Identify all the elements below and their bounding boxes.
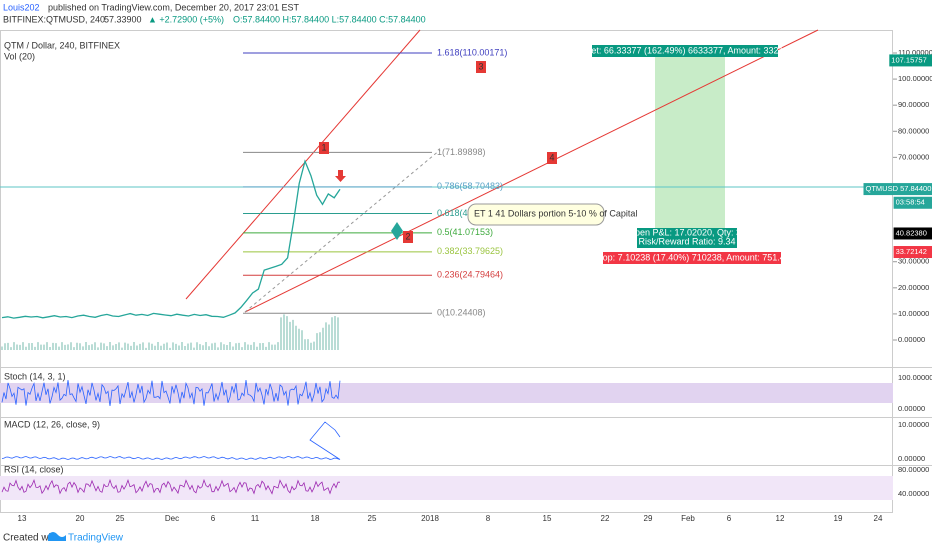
fib-label: 0.5(41.07153) [437,227,493,237]
time-label: 24 [874,514,883,523]
target-zone [655,52,725,232]
marker: 3 [478,61,483,71]
indicator-label: Stoch (14, 3, 1) [4,371,66,381]
change: ▲ +2.72900 (+5%) [148,14,224,24]
fib-label: 1(71.89898) [437,147,486,157]
price-box-label: 03:58:54 [896,198,925,207]
volume-label: Vol (20) [4,51,35,61]
author[interactable]: Louis202 [3,2,40,12]
price-box-label: QTMUSD 57.84400 [866,184,932,193]
ohlc: O:57.84400 H:57.84400 L:57.84400 C:57.84… [233,14,426,24]
time-label: 6 [727,514,732,523]
time-label: Feb [681,514,695,523]
time-label: 13 [18,514,27,523]
time-label: Dec [165,514,179,523]
marker: 4 [549,152,554,162]
published: published on TradingView.com, December 2… [48,2,299,12]
fib-label: 1.618(110.00171) [437,47,507,57]
y-tick-label: 10.00000 [898,309,929,318]
y-tick-label: 0.00000 [898,335,925,344]
time-label: 25 [116,514,125,523]
indicator-label: MACD (12, 26, close, 9) [4,419,100,429]
indicator-label: RSI (14, close) [4,464,64,474]
indicator-tick: 0.00000 [898,454,925,463]
time-label: 2018 [421,514,439,523]
stop-label: Stop: 7.10238 (17.40%) 710238, Amount: 7… [594,252,790,262]
y-tick-label: 20.00000 [898,283,929,292]
stoch-band [0,383,893,403]
time-label: 29 [644,514,653,523]
y-tick-label: 70.00000 [898,152,929,161]
time-label: 20 [76,514,85,523]
indicator-tick: 10.00000 [898,420,929,429]
chart-title: QTM / Dollar, 240, BITFINEX [4,40,120,50]
fib-label: 0.786(58.70483) [437,181,503,191]
indicator-tick: 100.00000 [898,373,932,382]
y-tick-label: 90.00000 [898,100,929,109]
time-label: 19 [834,514,843,523]
marker: 1 [321,142,326,152]
time-label: 12 [776,514,785,523]
fib-label: 0.236(24.79464) [437,270,503,280]
indicator-tick: 40.00000 [898,489,929,498]
time-label: 15 [543,514,552,523]
price-box-label: 33.72142 [896,247,927,256]
footer-brand[interactable]: TradingView [68,533,124,544]
target-label: Target: 66.33377 (162.49%) 6633377, Amou… [574,45,796,55]
y-tick-label: 100.00000 [898,74,932,83]
time-label: 18 [311,514,320,523]
price-box-label: 107.15757 [891,55,926,64]
last: 57.33900 [104,14,142,24]
indicator-tick: 0.00000 [898,404,925,413]
time-label: 6 [211,514,216,523]
time-label: 8 [486,514,491,523]
y-tick-label: 80.00000 [898,126,929,135]
risk-reward: Risk/Reward Ratio: 9.34 [638,236,735,246]
note: ET 1 41 Dollars portion 5-10 % of Capita… [474,208,637,218]
fib-label: 0.618(4 [437,208,468,218]
symbol: BITFINEX:QTMUSD, 240 [3,14,105,24]
time-label: 22 [601,514,610,523]
time-label: 11 [251,514,260,523]
y-tick-label: 30.00000 [898,257,929,266]
indicator-tick: 80.00000 [898,465,929,474]
fib-label: 0(10.24408) [437,308,486,318]
marker: 2 [405,231,410,241]
time-label: 25 [368,514,377,523]
price-box-label: 40.82380 [896,228,927,237]
fib-label: 0.382(33.79625) [437,246,503,256]
rsi-band [0,476,893,500]
